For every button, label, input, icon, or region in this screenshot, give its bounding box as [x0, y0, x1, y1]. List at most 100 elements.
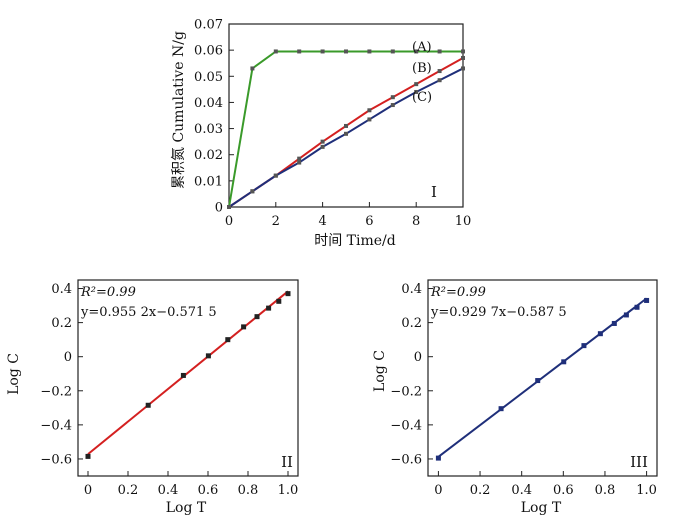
y-tick-label: 0.03 — [194, 122, 223, 137]
series-point — [367, 49, 372, 54]
data-point — [581, 343, 587, 349]
series-label: (A) — [412, 40, 432, 55]
data-point — [644, 297, 650, 303]
y-tick-label: 0.2 — [51, 316, 72, 331]
series-point — [297, 160, 302, 165]
data-point — [266, 305, 272, 311]
x-tick-label: 0 — [84, 483, 92, 498]
x-tick-label: 0.8 — [238, 483, 259, 498]
y-tick-label: −0.4 — [390, 418, 422, 433]
y-tick-label: −0.2 — [40, 384, 72, 399]
data-point — [498, 406, 504, 412]
series-label: (B) — [412, 61, 432, 76]
x-tick-label: 0 — [225, 214, 233, 229]
data-point — [285, 291, 291, 297]
y-tick-label: 0 — [414, 350, 422, 365]
series-point — [320, 139, 325, 144]
panel-label: II — [281, 453, 293, 471]
data-point — [634, 304, 640, 310]
y-axis-label: Log C — [6, 353, 22, 395]
x-axis-label: Log T — [521, 500, 562, 516]
series-point — [320, 49, 325, 54]
data-point — [85, 453, 91, 459]
y-axis-label: Log C — [372, 350, 388, 392]
x-tick-label: 6 — [365, 214, 373, 229]
plot-frame — [228, 23, 464, 208]
series-point — [273, 173, 278, 178]
panel-3-log-regression-chart: 0 0.2 0.4 0.6 0.8 1.0 0.4 0.2 0 −0.2 −0.4 −0.6 Log T… — [372, 279, 658, 516]
x-tick-label: 2 — [272, 214, 280, 229]
r-squared-annotation: R²=0.99 — [430, 285, 486, 300]
series-point — [414, 89, 419, 94]
panel-1-cumulative-n-chart: 0 2 4 6 8 10 0 0.01 0.02 0.03 0.04 0.05 0.06 0.07 时间 T… — [171, 18, 471, 250]
x-tick-label: 4 — [318, 214, 326, 229]
data-point — [535, 378, 541, 384]
y-tick-label: 0 — [215, 201, 223, 216]
series-point — [390, 103, 395, 108]
data-point — [180, 372, 186, 378]
series-label: (C) — [412, 90, 432, 105]
data-point — [276, 298, 282, 304]
x-tick-label: 0.2 — [470, 483, 491, 498]
data-point — [254, 314, 260, 320]
y-tick-label: 0.4 — [401, 282, 422, 297]
y-tick-label: −0.6 — [390, 452, 422, 467]
series-point — [344, 49, 348, 54]
series-point — [461, 55, 465, 60]
equation-annotation: y=0.955 2x−0.571 5 — [80, 305, 217, 320]
data-point — [611, 320, 617, 326]
series-point — [367, 117, 372, 122]
data-point — [205, 353, 211, 359]
y-tick-label: −0.2 — [390, 384, 422, 399]
x-axis-label: Log T — [166, 500, 207, 516]
y-tick-label: −0.4 — [40, 418, 72, 433]
x-tick-label: 0.6 — [198, 483, 219, 498]
series-point — [344, 131, 348, 136]
series-point — [297, 49, 302, 54]
plot-frame — [77, 279, 299, 477]
x-tick-label: 0.6 — [553, 483, 574, 498]
series-point — [390, 95, 395, 100]
series-point — [227, 205, 231, 209]
y-tick-label: 0.2 — [401, 316, 422, 331]
y-tick-label: 0.4 — [51, 282, 72, 297]
x-tick-label: 1.0 — [636, 483, 657, 498]
y-axis-label: 累积氮 Cumulative N/g — [171, 31, 187, 189]
x-tick-label: 0.8 — [595, 483, 616, 498]
series-point — [461, 49, 465, 54]
y-tick-label: −0.6 — [40, 452, 72, 467]
x-axis-label: 时间 Time/d — [314, 233, 396, 249]
equation-annotation: y=0.929 7x−0.587 5 — [430, 305, 567, 320]
x-tick-label: 0.2 — [118, 483, 139, 498]
data-point — [597, 331, 603, 337]
series-point — [344, 123, 348, 128]
x-tick-label: 10 — [455, 214, 472, 229]
y-tick-label: 0.04 — [194, 96, 223, 111]
data-point — [241, 324, 247, 330]
series-point — [437, 78, 442, 83]
y-tick-label: 0.07 — [194, 18, 223, 33]
panel-2-log-regression-chart: 0 0.2 0.4 0.6 0.8 1.0 0.4 0.2 0 −0.2 −0.4 −0.6 Log T… — [6, 279, 299, 516]
series-point — [437, 69, 442, 74]
panel-label: III — [630, 453, 648, 471]
y-tick-label: 0 — [64, 350, 72, 365]
x-tick-label: 0 — [434, 483, 442, 498]
plot-frame — [427, 279, 658, 477]
series-point — [390, 49, 395, 54]
y-tick-label: 0.05 — [194, 70, 223, 85]
series-point — [250, 189, 255, 194]
data-point — [145, 402, 151, 408]
data-point — [623, 312, 629, 318]
series-point — [273, 49, 278, 54]
series-point — [461, 66, 465, 71]
series-point — [414, 82, 419, 87]
x-tick-label: 0.4 — [511, 483, 532, 498]
panel-label: I — [431, 183, 437, 201]
r-squared-annotation: R²=0.99 — [80, 285, 136, 300]
y-tick-label: 0.01 — [194, 174, 223, 189]
series-point — [297, 156, 302, 161]
series-point — [414, 49, 419, 54]
x-tick-label: 1.0 — [278, 483, 299, 498]
x-tick-label: 0.4 — [158, 483, 179, 498]
